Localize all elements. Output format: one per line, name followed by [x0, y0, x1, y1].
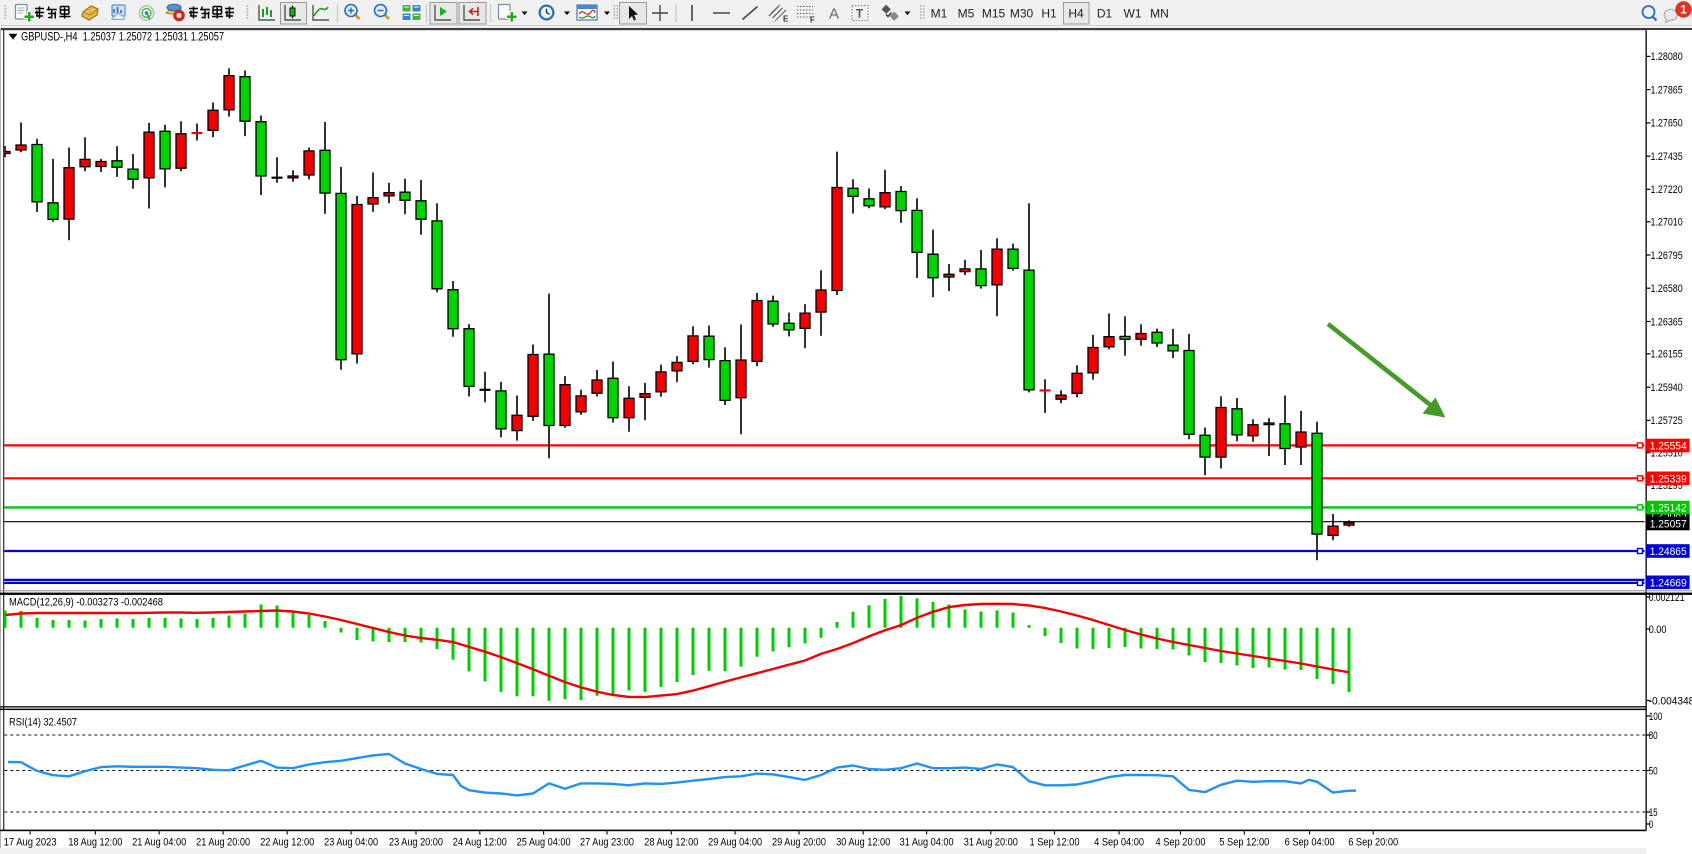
svg-text:1.27010: 1.27010	[1651, 217, 1683, 229]
svg-text:15: 15	[1649, 807, 1658, 819]
svg-text:23 Aug 20:00: 23 Aug 20:00	[389, 837, 443, 849]
svg-text:1.27865: 1.27865	[1651, 84, 1683, 96]
svg-text:1.28080: 1.28080	[1651, 51, 1683, 63]
svg-text:E: E	[783, 15, 789, 24]
svg-text:5 Sep 12:00: 5 Sep 12:00	[1219, 837, 1269, 849]
svg-text:M5: M5	[958, 7, 975, 21]
svg-text:29 Aug 20:00: 29 Aug 20:00	[772, 837, 826, 849]
svg-text:RSI(14) 32.4507: RSI(14) 32.4507	[9, 717, 77, 729]
svg-text:29 Aug 04:00: 29 Aug 04:00	[708, 837, 762, 849]
svg-text:1.25554: 1.25554	[1650, 441, 1687, 453]
svg-text:M1: M1	[931, 7, 948, 21]
svg-text:1.27650: 1.27650	[1651, 118, 1683, 130]
svg-text:1.25057: 1.25057	[1650, 519, 1687, 531]
svg-text:M15: M15	[982, 7, 1006, 21]
svg-text:1.25940: 1.25940	[1651, 382, 1683, 394]
svg-text:H1: H1	[1041, 7, 1057, 21]
svg-text:1.26795: 1.26795	[1651, 250, 1683, 262]
svg-text:F: F	[810, 16, 815, 25]
svg-text:23 Aug 04:00: 23 Aug 04:00	[324, 837, 378, 849]
svg-text:1.26365: 1.26365	[1651, 316, 1683, 328]
svg-text:4 Sep 04:00: 4 Sep 04:00	[1094, 837, 1144, 849]
svg-text:50: 50	[1649, 765, 1658, 777]
svg-text:1.25339: 1.25339	[1650, 473, 1687, 485]
svg-text:6 Sep 20:00: 6 Sep 20:00	[1348, 837, 1398, 849]
svg-text:1.26155: 1.26155	[1651, 349, 1683, 361]
svg-text:MACD(12,26,9) -0.003273 -0.002: MACD(12,26,9) -0.003273 -0.002468	[9, 597, 163, 609]
svg-text:H4: H4	[1068, 7, 1084, 21]
svg-text:1.26580: 1.26580	[1651, 283, 1683, 295]
svg-text:A: A	[829, 6, 839, 23]
svg-text:22 Aug 12:00: 22 Aug 12:00	[260, 837, 314, 849]
svg-text:25 Aug 04:00: 25 Aug 04:00	[517, 837, 571, 849]
svg-text:30 Aug 12:00: 30 Aug 12:00	[836, 837, 890, 849]
svg-text:D1: D1	[1097, 7, 1113, 21]
svg-text:31 Aug 20:00: 31 Aug 20:00	[964, 837, 1018, 849]
svg-text:1 Sep 12:00: 1 Sep 12:00	[1030, 837, 1080, 849]
svg-text:M30: M30	[1010, 7, 1034, 21]
svg-text:1: 1	[1680, 3, 1687, 17]
svg-text:6 Sep 04:00: 6 Sep 04:00	[1285, 837, 1335, 849]
svg-text:21 Aug 20:00: 21 Aug 20:00	[196, 837, 250, 849]
svg-text:W1: W1	[1124, 7, 1142, 21]
svg-text:1.27435: 1.27435	[1651, 151, 1683, 163]
svg-text:4 Sep 20:00: 4 Sep 20:00	[1156, 837, 1206, 849]
svg-text:-0.004348: -0.004348	[1649, 695, 1692, 707]
svg-text:1.24865: 1.24865	[1650, 546, 1687, 558]
svg-text:80: 80	[1649, 730, 1658, 742]
svg-text:31 Aug 04:00: 31 Aug 04:00	[900, 837, 954, 849]
svg-text:1.24669: 1.24669	[1650, 577, 1687, 589]
svg-text:1.25142: 1.25142	[1650, 503, 1687, 515]
svg-text:MN: MN	[1150, 7, 1169, 21]
svg-text:0.002121: 0.002121	[1649, 592, 1685, 604]
svg-text:1.25725: 1.25725	[1651, 415, 1683, 427]
svg-text:1.27220: 1.27220	[1651, 184, 1683, 196]
svg-text:T: T	[856, 9, 863, 21]
svg-text:0: 0	[1649, 819, 1654, 831]
svg-text:GBPUSD-,H4 1.25037 1.25072 1.: GBPUSD-,H4 1.25037 1.25072 1.25031 1.250…	[21, 32, 224, 44]
svg-text:28 Aug 12:00: 28 Aug 12:00	[644, 837, 698, 849]
svg-text:17 Aug 2023: 17 Aug 2023	[4, 837, 57, 849]
svg-text:21 Aug 04:00: 21 Aug 04:00	[132, 837, 186, 849]
svg-text:24 Aug 12:00: 24 Aug 12:00	[453, 837, 507, 849]
svg-text:27 Aug 23:00: 27 Aug 23:00	[580, 837, 634, 849]
svg-text:18 Aug 12:00: 18 Aug 12:00	[68, 837, 122, 849]
svg-text:100: 100	[1649, 711, 1663, 723]
svg-text:0.00: 0.00	[1649, 624, 1667, 636]
